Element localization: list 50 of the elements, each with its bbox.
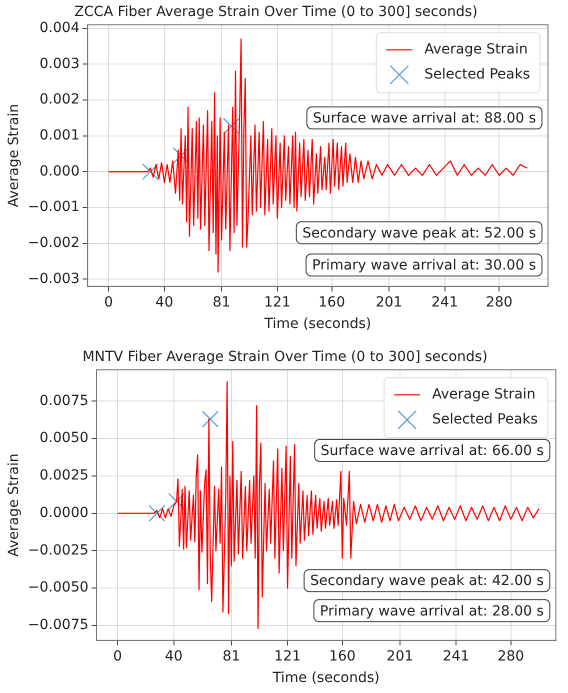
x-tick-label: 280 bbox=[486, 294, 513, 310]
y-axis-title: Average Strain bbox=[6, 104, 22, 208]
y-tick-label: 0.002 bbox=[40, 92, 80, 108]
y-axis-title: Average Strain bbox=[6, 453, 22, 557]
y-tick-label: 0.0000 bbox=[40, 504, 89, 521]
y-tick-label: 0.0025 bbox=[40, 468, 89, 484]
annotation: Primary wave arrival at: 28.00 s bbox=[320, 603, 544, 620]
x-tick-label: 201 bbox=[376, 294, 402, 310]
chart-title: MNTV Fiber Average Strain Over Time (0 to 300] seconds) bbox=[82, 349, 488, 366]
x-axis-title: Time (seconds) bbox=[272, 670, 380, 686]
y-tick-label: −0.0075 bbox=[28, 617, 89, 634]
x-tick-label: 241 bbox=[442, 648, 470, 664]
y-tick-label: 0.004 bbox=[40, 20, 80, 36]
y-tick-label: 0.000 bbox=[40, 163, 80, 180]
legend-label: Selected Peaks bbox=[432, 411, 538, 428]
x-tick-label: 40 bbox=[155, 294, 174, 310]
y-tick-label: −0.0025 bbox=[28, 542, 89, 558]
point bbox=[148, 504, 166, 522]
y-tick-label: 0.0050 bbox=[40, 430, 89, 446]
annotation: Surface wave arrival at: 88.00 s bbox=[312, 110, 536, 127]
chart-title: ZCCA Fiber Average Strain Over Time (0 to 300] seconds) bbox=[74, 4, 478, 20]
y-tick-label: 0.003 bbox=[40, 56, 80, 72]
legend-label: Average Strain bbox=[432, 386, 536, 402]
y-tick-label: −0.001 bbox=[28, 199, 80, 216]
y-tick-label: −0.0050 bbox=[28, 580, 89, 596]
x-tick-label: 201 bbox=[386, 648, 414, 664]
legend-label: Average Strain bbox=[424, 41, 528, 58]
annotation: Surface wave arrival at: 66.00 s bbox=[320, 443, 544, 460]
legend-label: Selected Peaks bbox=[424, 66, 530, 82]
x-tick-label: 40 bbox=[164, 648, 183, 664]
x-tick-label: 241 bbox=[431, 294, 458, 310]
x-tick-label: 121 bbox=[264, 294, 291, 310]
x-axis-title: Time (seconds) bbox=[263, 316, 372, 332]
point bbox=[202, 410, 219, 428]
x-tick-label: 160 bbox=[328, 648, 356, 664]
y-tick-label: 0.0075 bbox=[40, 392, 89, 409]
y-tick-label: 0.001 bbox=[40, 128, 80, 144]
annotation: Primary wave arrival at: 30.00 s bbox=[312, 258, 536, 274]
x-tick-label: 81 bbox=[222, 648, 240, 664]
x-tick-label: 81 bbox=[212, 294, 230, 310]
point bbox=[142, 163, 159, 180]
x-tick-label: 0 bbox=[113, 648, 122, 664]
x-tick-label: 121 bbox=[274, 648, 301, 664]
y-tick-label: −0.002 bbox=[28, 235, 80, 252]
x-tick-label: 0 bbox=[104, 294, 113, 310]
annotation: Secondary wave peak at: 42.00 s bbox=[310, 573, 544, 590]
annotation: Secondary wave peak at: 52.00 s bbox=[302, 225, 536, 242]
x-tick-label: 160 bbox=[318, 294, 346, 310]
y-tick-label: −0.003 bbox=[28, 270, 80, 287]
x-tick-label: 280 bbox=[497, 648, 524, 664]
